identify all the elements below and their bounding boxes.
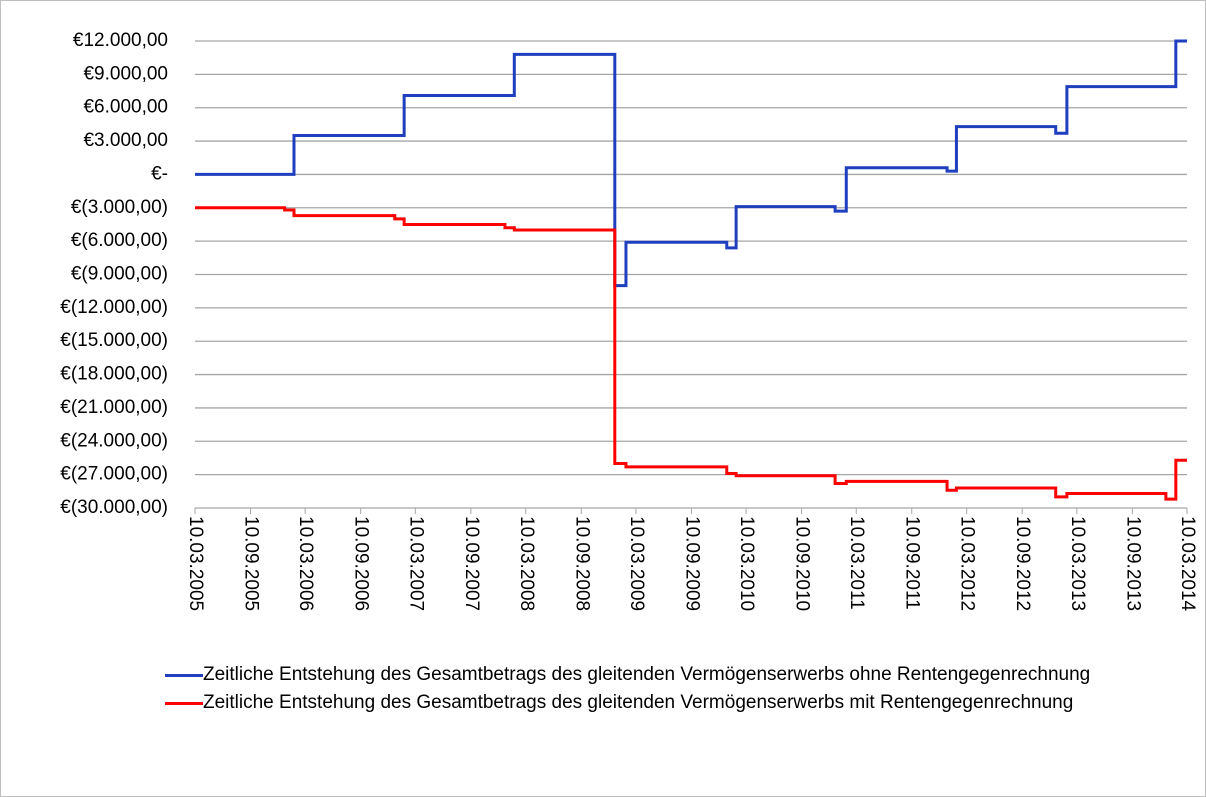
legend-label: Zeitliche Entstehung des Gesamtbetrags d… — [203, 692, 1074, 713]
x-tick-label: 10.09.2007 — [461, 516, 482, 611]
x-tick-label: 10.03.2008 — [516, 516, 537, 611]
legend: Zeitliche Entstehung des Gesamtbetrags d… — [165, 662, 1145, 718]
y-tick-label: €(3.000,00) — [71, 197, 168, 218]
y-tick-label: €(27.000,00) — [60, 464, 168, 485]
y-tick-label: €(6.000,00) — [71, 230, 168, 251]
x-tick-label: 10.03.2014 — [1177, 516, 1198, 612]
y-tick-label: €(18.000,00) — [60, 364, 168, 385]
x-tick-label: 10.03.2007 — [405, 516, 426, 611]
y-tick-label: €(30.000,00) — [60, 497, 168, 518]
legend-swatch — [165, 702, 203, 705]
x-tick-label: 10.03.2013 — [1067, 516, 1088, 611]
y-tick-label: €- — [151, 163, 168, 184]
x-tick-label: 10.09.2009 — [681, 516, 702, 611]
x-tick-label: 10.09.2010 — [792, 516, 813, 611]
y-tick-label: €(15.000,00) — [60, 330, 168, 351]
y-tick-label: €12.000,00 — [73, 30, 168, 51]
y-tick-label: €9.000,00 — [83, 63, 168, 84]
x-tick-label: 10.09.2005 — [241, 516, 262, 611]
y-tick-label: €(9.000,00) — [71, 264, 168, 285]
x-tick-label: 10.09.2008 — [571, 516, 592, 611]
y-tick-label: €(24.000,00) — [60, 430, 168, 451]
x-tick-label: 10.03.2006 — [295, 516, 316, 611]
x-tick-label: 10.09.2011 — [902, 516, 923, 610]
series-line — [195, 39, 1187, 288]
x-tick-label: 10.09.2013 — [1122, 516, 1143, 611]
legend-label: Zeitliche Entstehung des Gesamtbetrags d… — [203, 664, 1091, 685]
x-tick-label: 10.03.2010 — [736, 516, 757, 611]
y-tick-label: €6.000,00 — [83, 97, 168, 118]
x-tick-label: 10.03.2009 — [626, 516, 647, 611]
x-tick-label: 10.03.2012 — [957, 516, 978, 611]
x-tick-label: 10.03.2011 — [846, 516, 867, 610]
y-tick-label: €3.000,00 — [83, 130, 168, 151]
x-tick-label: 10.09.2006 — [351, 516, 372, 611]
y-tick-label: €(21.000,00) — [60, 397, 168, 418]
y-tick-label: €(12.000,00) — [60, 297, 168, 318]
legend-swatch — [165, 674, 203, 677]
legend-entry: Zeitliche Entstehung des Gesamtbetrags d… — [165, 662, 1145, 688]
series-line — [195, 206, 1187, 501]
x-tick-label: 10.03.2005 — [185, 516, 206, 611]
legend-entry: Zeitliche Entstehung des Gesamtbetrags d… — [165, 690, 1145, 716]
x-tick-label: 10.09.2012 — [1012, 516, 1033, 611]
